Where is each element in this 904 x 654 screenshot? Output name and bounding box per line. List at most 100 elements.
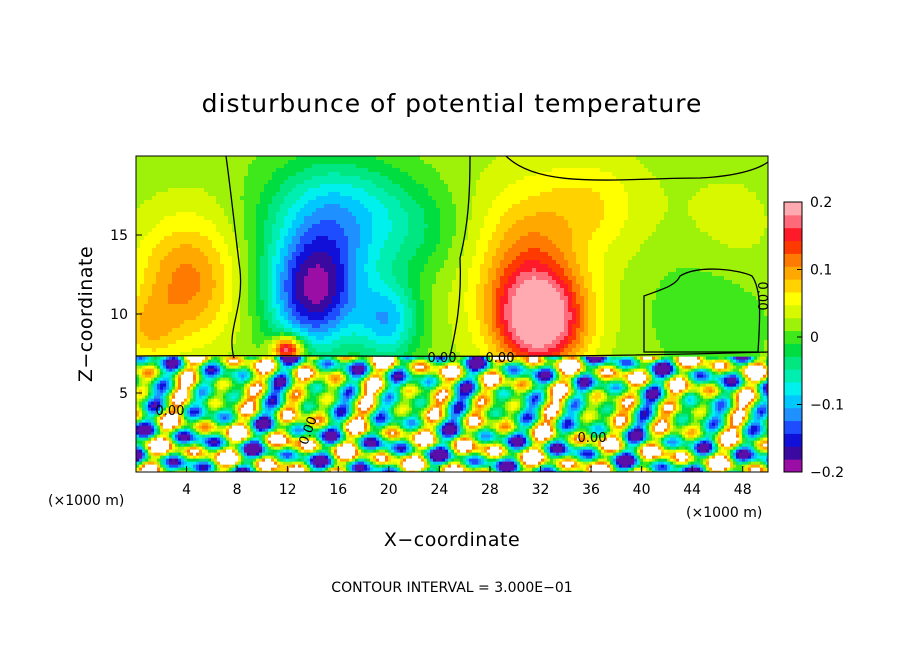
heatmap-cell: [496, 180, 501, 185]
heatmap-cell: [140, 264, 145, 269]
heatmap-cell: [472, 204, 477, 209]
heatmap-cell: [364, 208, 369, 213]
heatmap-cell: [364, 172, 369, 177]
heatmap-cell: [564, 212, 569, 217]
heatmap-cell: [360, 280, 365, 285]
heatmap-cell: [404, 280, 409, 285]
heatmap-cell: [280, 160, 285, 165]
heatmap-cell: [524, 160, 529, 165]
heatmap-cell: [300, 264, 305, 269]
heatmap-cell: [136, 276, 141, 281]
heatmap-cell: [648, 276, 653, 281]
heatmap-cell: [740, 168, 745, 173]
heatmap-cell: [588, 188, 593, 193]
heatmap-cell: [752, 232, 757, 237]
heatmap-cell: [340, 252, 345, 257]
heatmap-cell: [404, 184, 409, 189]
heatmap-cell: [220, 232, 225, 237]
heatmap-cell: [436, 200, 441, 205]
heatmap-cell: [212, 208, 217, 213]
heatmap-cell: [764, 160, 768, 165]
heatmap-cell: [756, 228, 761, 233]
heatmap-cell: [564, 276, 569, 281]
heatmap-cell: [720, 200, 725, 205]
heatmap-cell: [348, 272, 353, 277]
heatmap-cell: [356, 264, 361, 269]
heatmap-cell: [692, 156, 697, 161]
heatmap-cell: [652, 184, 657, 189]
heatmap-cell: [516, 248, 521, 253]
heatmap-cell: [720, 176, 725, 181]
heatmap-cell: [436, 280, 441, 285]
heatmap-cell: [160, 204, 165, 209]
heatmap-cell: [524, 208, 529, 213]
heatmap-cell: [144, 188, 149, 193]
heatmap-cell: [408, 180, 413, 185]
heatmap-cell: [276, 252, 281, 257]
heatmap-cell: [180, 248, 185, 253]
heatmap-cell: [316, 272, 321, 277]
heatmap-cell: [700, 160, 705, 165]
heatmap-cell: [628, 232, 633, 237]
heatmap-cell: [440, 260, 445, 265]
heatmap-cell: [220, 272, 225, 277]
heatmap-cell: [308, 244, 313, 249]
heatmap-cell: [492, 172, 497, 177]
heatmap-cell: [576, 212, 581, 217]
heatmap-cell: [180, 280, 185, 285]
heatmap-cell: [192, 160, 197, 165]
heatmap-cell: [656, 240, 661, 245]
heatmap-cell: [188, 156, 193, 161]
heatmap-cell: [180, 264, 185, 269]
heatmap-cell: [452, 248, 457, 253]
heatmap-cell: [724, 244, 729, 249]
heatmap-cell: [588, 236, 593, 241]
heatmap-cell: [524, 168, 529, 173]
heatmap-cell: [436, 164, 441, 169]
heatmap-cell: [356, 180, 361, 185]
heatmap-cell: [336, 248, 341, 253]
heatmap-cell: [532, 216, 537, 221]
heatmap-cell: [416, 232, 421, 237]
heatmap-cell: [348, 156, 353, 161]
heatmap-cell: [336, 156, 341, 161]
heatmap-cell: [544, 224, 549, 229]
heatmap-cell: [364, 276, 369, 281]
heatmap-cell: [164, 168, 169, 173]
heatmap-cell: [212, 224, 217, 229]
heatmap-cell: [376, 160, 381, 165]
heatmap-cell: [440, 248, 445, 253]
heatmap-cell: [728, 232, 733, 237]
heatmap-cell: [748, 220, 753, 225]
heatmap-cell: [628, 160, 633, 165]
heatmap-cell: [764, 204, 768, 209]
heatmap-cell: [352, 272, 357, 277]
heatmap-cell: [328, 264, 333, 269]
heatmap-cell: [640, 268, 645, 273]
heatmap-cell: [468, 212, 473, 217]
heatmap-cell: [752, 196, 757, 201]
heatmap-cell: [144, 196, 149, 201]
heatmap-cell: [764, 200, 768, 205]
heatmap-cell: [356, 280, 361, 285]
heatmap-cell: [240, 168, 245, 173]
heatmap-cell: [432, 196, 437, 201]
heatmap-cell: [548, 164, 553, 169]
heatmap-cell: [272, 272, 277, 277]
heatmap-cell: [488, 156, 493, 161]
heatmap-cell: [332, 276, 337, 281]
heatmap-cell: [316, 188, 321, 193]
heatmap-cell: [604, 216, 609, 221]
heatmap-cell: [512, 260, 517, 265]
heatmap-cell: [144, 192, 149, 197]
heatmap-cell: [444, 264, 449, 269]
heatmap-cell: [756, 208, 761, 213]
heatmap-cell: [256, 172, 261, 177]
heatmap-cell: [236, 276, 241, 281]
heatmap-cell: [544, 180, 549, 185]
heatmap-cell: [208, 228, 213, 233]
heatmap-cell: [648, 208, 653, 213]
heatmap-cell: [384, 204, 389, 209]
heatmap-cell: [456, 280, 461, 285]
heatmap-cell: [564, 160, 569, 165]
